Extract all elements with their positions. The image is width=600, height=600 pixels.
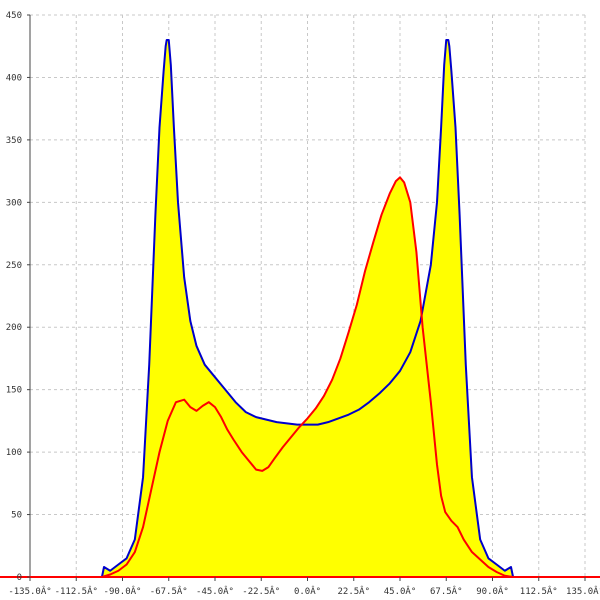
y-tick-label: 350 xyxy=(6,136,22,146)
x-tick-label: 0.0Â° xyxy=(294,585,321,597)
x-tick-label: 90.0Â° xyxy=(476,585,509,597)
x-tick-label: 22.5Â° xyxy=(337,585,370,597)
x-tick-label: 135.0Â° xyxy=(566,585,600,597)
x-tick-label: -45.0Â° xyxy=(196,585,234,597)
x-tick-label: 112.5Â° xyxy=(520,585,558,597)
y-tick-label: 450 xyxy=(6,11,22,21)
y-tick-label: 0 xyxy=(17,573,22,583)
y-tick-label: 50 xyxy=(11,511,22,521)
x-tick-label: -67.5Â° xyxy=(150,585,188,597)
area-fill-shape xyxy=(30,39,585,578)
series-lines xyxy=(100,38,515,578)
y-tick-label: 100 xyxy=(6,448,22,458)
area-fill xyxy=(30,39,585,578)
axes xyxy=(0,14,600,581)
x-tick-label: -90.0Â° xyxy=(104,585,142,597)
x-tick-label: -112.5Â° xyxy=(55,585,98,597)
y-tick-labels: 0 50 100 150 200 250 300 350 400 450 xyxy=(6,11,22,583)
x-tick-label: -135.0Â° xyxy=(8,585,51,597)
y-tick-label: 200 xyxy=(6,323,22,333)
x-tick-label: 67.5Â° xyxy=(430,585,463,597)
series-line-2 xyxy=(100,176,515,578)
y-tick-label: 300 xyxy=(6,198,22,208)
x-tick-labels: -135.0Â° -112.5Â° -90.0Â° -67.5Â° -45.0Â° -22… xyxy=(8,585,600,597)
y-tick-label: 250 xyxy=(6,261,22,271)
x-tick-label: -22.5Â° xyxy=(242,585,280,597)
y-tick-label: 150 xyxy=(6,386,22,396)
y-tick-label: 400 xyxy=(6,73,22,83)
x-tick-label: 45.0Â° xyxy=(384,585,417,597)
